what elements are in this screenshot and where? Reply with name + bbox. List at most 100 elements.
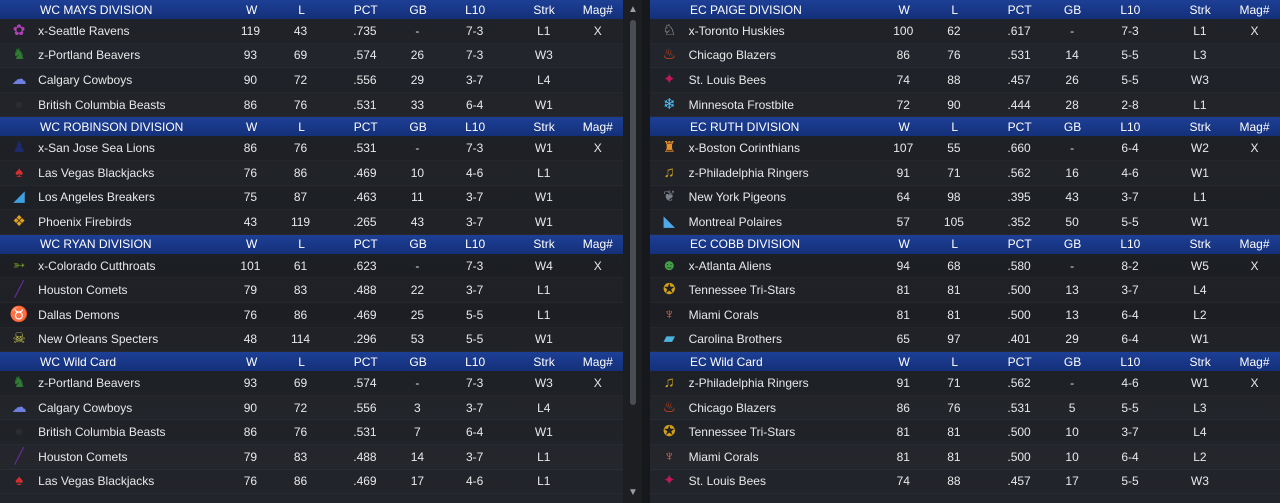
column-header-pct[interactable]: PCT [1007, 354, 1032, 369]
scroll-down-icon[interactable]: ▼ [628, 487, 638, 498]
team-name-link[interactable]: Carolina Brothers [688, 332, 782, 347]
table-row[interactable]: ♉ Dallas Demons 76 86 .469 25 5-5 L1 [0, 303, 623, 328]
team-name-link[interactable]: x-San Jose Sea Lions [38, 141, 155, 156]
column-header-mag[interactable]: Mag# [582, 119, 613, 134]
table-row[interactable]: ♠ Las Vegas Blackjacks 76 86 .469 17 4-6 L1 [0, 470, 623, 495]
column-header-l10[interactable]: L10 [465, 354, 486, 369]
column-header-l10[interactable]: L10 [465, 119, 486, 134]
table-row[interactable]: ♫ z-Philadelphia Ringers 91 71 .562 16 4-6 W1 [650, 161, 1280, 186]
column-header-strk[interactable]: Strk [533, 2, 555, 17]
table-row[interactable]: ♆ Miami Corals 81 81 .500 10 6-4 L2 [650, 445, 1280, 470]
column-header-pct[interactable]: PCT [353, 354, 378, 369]
column-header-strk[interactable]: Strk [533, 119, 555, 134]
table-row[interactable]: ❦ New York Pigeons 64 98 .395 43 3-7 L1 [650, 186, 1280, 211]
column-header-pct[interactable]: PCT [353, 237, 378, 252]
team-name-link[interactable]: Miami Corals [688, 307, 759, 322]
column-header-l10[interactable]: L10 [1120, 354, 1141, 369]
column-header-strk[interactable]: Strk [1189, 237, 1211, 252]
team-name-link[interactable]: Montreal Polaires [688, 214, 782, 229]
team-name-link[interactable]: x-Boston Corinthians [688, 141, 800, 156]
table-row[interactable]: ♜ x-Boston Corinthians 107 55 .660 - 6-4 W2 X [650, 136, 1280, 161]
team-name-link[interactable]: x-Seattle Ravens [38, 23, 130, 38]
table-row[interactable]: ☻ x-Atlanta Aliens 94 68 .580 - 8-2 W5 X [650, 254, 1280, 279]
team-name-link[interactable]: St. Louis Bees [688, 474, 766, 489]
column-header-l[interactable]: L [298, 2, 305, 17]
column-header-pct[interactable]: PCT [353, 2, 378, 17]
table-row[interactable]: ♞ z-Portland Beavers 93 69 .574 - 7-3 W3 X [0, 371, 623, 396]
column-header-l[interactable]: L [298, 237, 305, 252]
table-row[interactable]: ╱ Houston Comets 79 83 .488 14 3-7 L1 [0, 445, 623, 470]
column-header-mag[interactable]: Mag# [1239, 354, 1270, 369]
column-header-w[interactable]: W [245, 119, 258, 134]
column-header-mag[interactable]: Mag# [1239, 119, 1270, 134]
column-header-w[interactable]: W [898, 119, 910, 134]
table-row[interactable]: ❄ Minnesota Frostbite 72 90 .444 28 2-8 L1 [650, 93, 1280, 118]
table-row[interactable]: ♞ z-Portland Beavers 93 69 .574 26 7-3 W3 [0, 44, 623, 69]
team-name-link[interactable]: Phoenix Firebirds [38, 214, 132, 229]
scroll-up-icon[interactable]: ▲ [628, 4, 638, 15]
column-header-strk[interactable]: Strk [1189, 2, 1211, 17]
column-header-gb[interactable]: GB [409, 354, 427, 369]
column-header-mag[interactable]: Mag# [1239, 237, 1270, 252]
team-name-link[interactable]: z-Portland Beavers [38, 48, 141, 63]
column-header-w[interactable]: W [898, 237, 910, 252]
column-header-l[interactable]: L [298, 119, 305, 134]
column-header-mag[interactable]: Mag# [582, 2, 613, 17]
column-header-w[interactable]: W [245, 237, 258, 252]
table-row[interactable]: ☁ Calgary Cowboys 90 72 .556 3 3-7 L4 [0, 396, 623, 421]
team-name-link[interactable]: x-Colorado Cutthroats [38, 258, 156, 273]
table-row[interactable]: ♨ Chicago Blazers 86 76 .531 5 5-5 L3 [650, 396, 1280, 421]
column-header-pct[interactable]: PCT [353, 119, 378, 134]
team-name-link[interactable]: x-Atlanta Aliens [688, 258, 772, 273]
team-name-link[interactable]: Houston Comets [38, 283, 128, 298]
table-row[interactable]: ✿ x-Seattle Ravens 119 43 .735 - 7-3 L1 X [0, 19, 623, 44]
team-name-link[interactable]: Chicago Blazers [688, 48, 776, 63]
column-header-pct[interactable]: PCT [1007, 119, 1032, 134]
table-row[interactable]: ◣ Montreal Polaires 57 105 .352 50 5-5 W1 [650, 210, 1280, 235]
table-row[interactable]: ✪ Tennessee Tri-Stars 81 81 .500 10 3-7 L4 [650, 420, 1280, 445]
column-header-mag[interactable]: Mag# [582, 354, 613, 369]
column-header-gb[interactable]: GB [1063, 237, 1082, 252]
column-header-pct[interactable]: PCT [1007, 237, 1032, 252]
column-header-gb[interactable]: GB [1063, 2, 1082, 17]
column-header-gb[interactable]: GB [409, 119, 427, 134]
team-name-link[interactable]: Chicago Blazers [688, 400, 776, 415]
team-name-link[interactable]: z-Portland Beavers [38, 375, 141, 390]
team-name-link[interactable]: New Orleans Specters [38, 332, 159, 347]
team-name-link[interactable]: x-Toronto Huskies [688, 23, 785, 38]
column-header-l[interactable]: L [951, 2, 959, 17]
table-row[interactable]: ╱ Houston Comets 79 83 .488 22 3-7 L1 [0, 278, 623, 303]
table-row[interactable]: ✦ St. Louis Bees 74 88 .457 17 5-5 W3 [650, 470, 1280, 495]
team-name-link[interactable]: Houston Comets [38, 449, 128, 464]
team-name-link[interactable]: Dallas Demons [38, 307, 120, 322]
table-row[interactable]: ♟ x-San Jose Sea Lions 86 76 .531 - 7-3 W1 X [0, 136, 623, 161]
column-header-l10[interactable]: L10 [1120, 237, 1141, 252]
team-name-link[interactable]: Miami Corals [688, 449, 759, 464]
table-row[interactable]: ☁ Calgary Cowboys 90 72 .556 29 3-7 L4 [0, 68, 623, 93]
column-header-l[interactable]: L [951, 119, 959, 134]
column-header-mag[interactable]: Mag# [1239, 2, 1270, 17]
column-header-strk[interactable]: Strk [1189, 354, 1211, 369]
table-row[interactable]: ♆ Miami Corals 81 81 .500 13 6-4 L2 [650, 303, 1280, 328]
column-header-gb[interactable]: GB [1063, 354, 1082, 369]
column-header-gb[interactable]: GB [1063, 119, 1082, 134]
table-row[interactable]: ● British Columbia Beasts 86 76 .531 7 6-4 W1 [0, 420, 623, 445]
team-name-link[interactable]: Tennessee Tri-Stars [688, 283, 796, 298]
team-name-link[interactable]: Las Vegas Blackjacks [38, 474, 155, 489]
table-row[interactable]: ❖ Phoenix Firebirds 43 119 .265 43 3-7 W1 [0, 210, 623, 235]
column-header-gb[interactable]: GB [409, 237, 427, 252]
column-header-l10[interactable]: L10 [1120, 119, 1141, 134]
column-header-gb[interactable]: GB [409, 2, 427, 17]
table-row[interactable]: ✦ St. Louis Bees 74 88 .457 26 5-5 W3 [650, 68, 1280, 93]
column-header-pct[interactable]: PCT [1007, 2, 1032, 17]
scrollbar[interactable]: ▲ ▼ [624, 0, 642, 503]
team-name-link[interactable]: z-Philadelphia Ringers [688, 375, 809, 390]
column-header-l[interactable]: L [951, 354, 959, 369]
team-name-link[interactable]: Las Vegas Blackjacks [38, 165, 155, 180]
team-name-link[interactable]: z-Philadelphia Ringers [688, 165, 809, 180]
table-row[interactable]: ● British Columbia Beasts 86 76 .531 33 6-4 W1 [0, 93, 623, 118]
table-row[interactable]: ♠ Las Vegas Blackjacks 76 86 .469 10 4-6 L1 [0, 161, 623, 186]
team-name-link[interactable]: British Columbia Beasts [38, 97, 166, 112]
team-name-link[interactable]: Tennessee Tri-Stars [688, 425, 796, 440]
team-name-link[interactable]: New York Pigeons [688, 190, 786, 205]
